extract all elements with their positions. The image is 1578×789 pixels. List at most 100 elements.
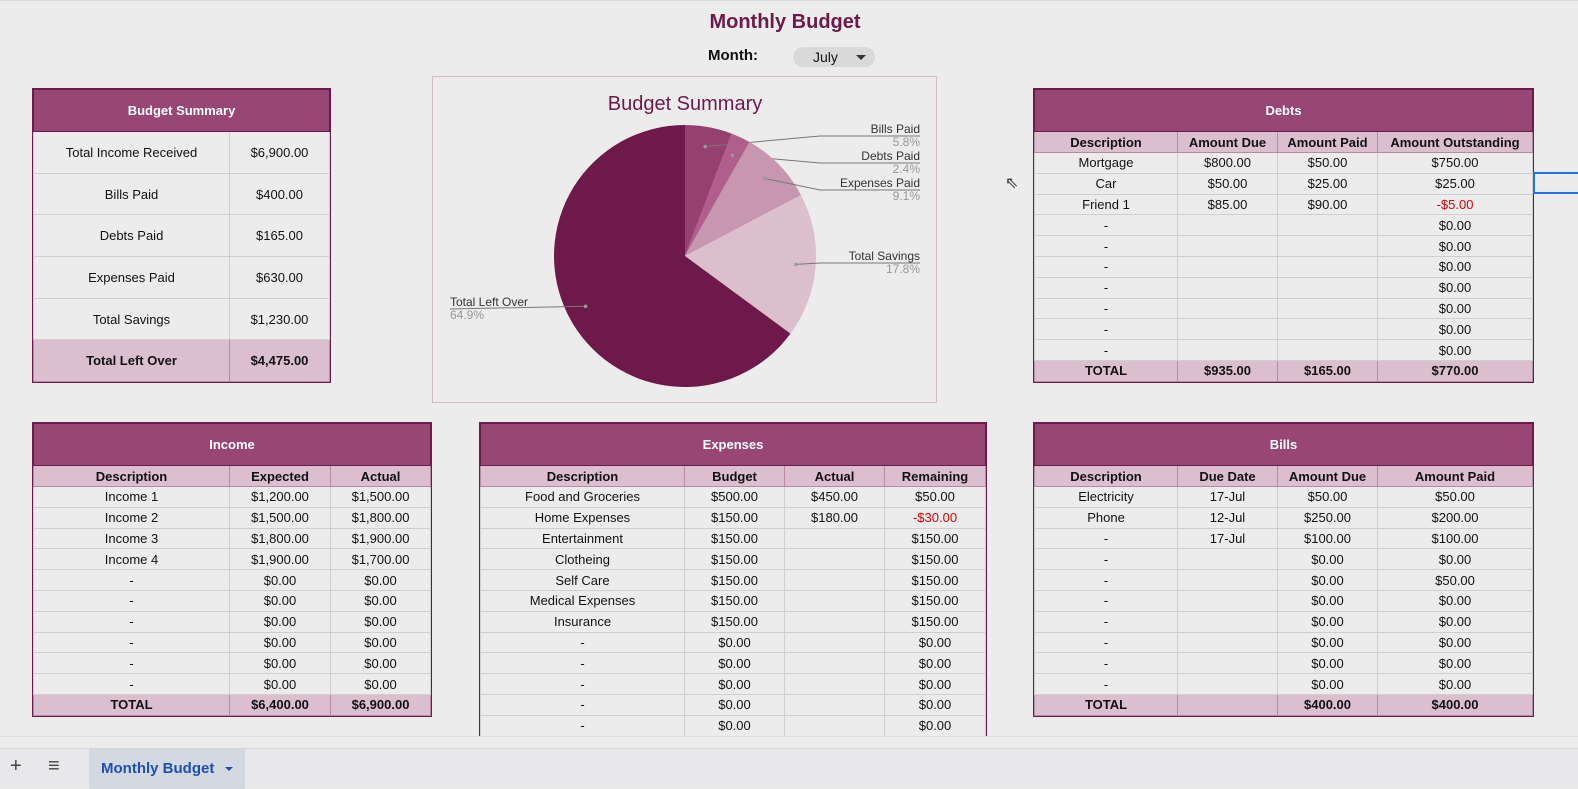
table-cell[interactable]: $1,800.00 <box>329 506 432 529</box>
total-cell[interactable]: $400.00 <box>1376 693 1534 716</box>
table-cell[interactable]: $0.00 <box>1377 255 1533 278</box>
table-cell[interactable]: - <box>1034 610 1178 633</box>
table-cell[interactable]: $0.00 <box>1377 276 1533 299</box>
column-header[interactable]: Remaining <box>883 465 987 487</box>
pie-slice[interactable] <box>685 195 816 334</box>
table-cell[interactable]: $1,900.00 <box>229 548 331 571</box>
table-cell[interactable]: $0.00 <box>1376 673 1534 695</box>
table-cell[interactable]: $150.00 <box>883 610 987 633</box>
table-cell[interactable]: $100.00 <box>1277 527 1378 550</box>
table-cell[interactable]: - <box>33 610 230 633</box>
total-cell[interactable]: $6,900.00 <box>329 693 432 716</box>
table-cell[interactable]: $0.00 <box>1376 631 1534 654</box>
table-cell[interactable]: Income 3 <box>33 527 230 550</box>
table-cell[interactable]: $0.00 <box>684 693 785 716</box>
table-cell[interactable] <box>1177 276 1278 299</box>
table-cell[interactable]: - <box>1034 631 1178 654</box>
table-cell[interactable]: - <box>1034 589 1178 612</box>
total-cell[interactable]: $400.00 <box>1277 693 1378 716</box>
table-cell[interactable]: Food and Groceries <box>480 486 685 508</box>
table-cell[interactable]: $150.00 <box>684 569 785 591</box>
table-cell[interactable]: $0.00 <box>883 693 987 716</box>
table-cell[interactable]: Clotheing <box>480 548 685 571</box>
table-cell[interactable]: $150.00 <box>684 589 785 612</box>
table-cell[interactable]: $0.00 <box>1376 652 1534 675</box>
table-cell[interactable]: $0.00 <box>1377 318 1533 341</box>
row-value[interactable]: $165.00 <box>228 214 331 258</box>
table-cell[interactable]: $0.00 <box>229 652 331 675</box>
table-cell[interactable] <box>784 548 885 571</box>
total-label[interactable]: Total Left Over <box>33 339 230 383</box>
table-cell[interactable]: $150.00 <box>684 527 785 550</box>
table-cell[interactable]: $800.00 <box>1177 152 1278 174</box>
row-label[interactable]: Bills Paid <box>33 172 230 216</box>
table-cell[interactable]: $1,200.00 <box>229 486 331 508</box>
table-cell[interactable]: $50.00 <box>1177 172 1278 195</box>
table-cell[interactable] <box>1177 235 1278 257</box>
row-label[interactable]: Total Savings <box>33 297 230 341</box>
table-cell[interactable]: Self Care <box>480 569 685 591</box>
table-cell[interactable] <box>1277 235 1378 257</box>
column-header[interactable]: Amount Due <box>1177 131 1278 153</box>
pie-slice[interactable] <box>685 125 732 256</box>
horizontal-scrollbar[interactable] <box>0 736 1578 748</box>
table-cell[interactable] <box>1177 297 1278 320</box>
table-cell[interactable]: - <box>1034 569 1178 591</box>
row-value[interactable]: $6,900.00 <box>228 131 331 174</box>
table-cell[interactable]: $0.00 <box>229 610 331 633</box>
table-cell[interactable] <box>1177 673 1278 695</box>
table-cell[interactable]: $0.00 <box>883 652 987 675</box>
row-value[interactable]: $630.00 <box>228 256 331 299</box>
table-cell[interactable]: $90.00 <box>1277 193 1378 216</box>
table-cell[interactable]: $50.00 <box>1277 486 1378 508</box>
table-cell[interactable]: $1,500.00 <box>329 486 432 508</box>
table-cell[interactable]: $0.00 <box>1377 339 1533 361</box>
total-cell[interactable]: TOTAL <box>33 693 230 716</box>
table-cell[interactable]: Entertainment <box>480 527 685 550</box>
table-cell[interactable]: $0.00 <box>329 569 432 591</box>
table-cell[interactable]: $0.00 <box>684 673 785 695</box>
table-cell[interactable] <box>1277 339 1378 361</box>
table-cell[interactable]: $1,800.00 <box>229 527 331 550</box>
table-cell[interactable]: $0.00 <box>229 569 331 591</box>
table-cell[interactable]: - <box>33 589 230 612</box>
table-cell[interactable]: - <box>33 631 230 654</box>
table-cell[interactable]: $0.00 <box>1277 673 1378 695</box>
table-cell[interactable]: - <box>1034 548 1178 571</box>
column-header[interactable]: Actual <box>329 465 432 487</box>
pie-slice[interactable] <box>685 142 801 256</box>
table-cell[interactable] <box>784 569 885 591</box>
column-header[interactable]: Description <box>1034 131 1178 153</box>
table-cell[interactable]: $1,500.00 <box>229 506 331 529</box>
table-cell[interactable]: $0.00 <box>1377 297 1533 320</box>
table-cell[interactable]: - <box>1034 318 1178 341</box>
total-cell[interactable]: $6,400.00 <box>229 693 331 716</box>
table-cell[interactable]: $150.00 <box>883 527 987 550</box>
tab-monthly-budget[interactable]: Monthly Budget <box>89 749 245 789</box>
table-cell[interactable]: $0.00 <box>1277 652 1378 675</box>
table-cell[interactable]: $0.00 <box>1277 631 1378 654</box>
table-cell[interactable] <box>1177 631 1278 654</box>
table-cell[interactable]: -$5.00 <box>1377 193 1533 216</box>
total-cell[interactable]: TOTAL <box>1034 359 1178 382</box>
table-cell[interactable] <box>1177 569 1278 591</box>
table-cell[interactable]: $0.00 <box>1377 214 1533 237</box>
table-cell[interactable]: $150.00 <box>684 610 785 633</box>
table-cell[interactable]: $450.00 <box>784 486 885 508</box>
table-cell[interactable]: - <box>1034 673 1178 695</box>
table-cell[interactable]: Medical Expenses <box>480 589 685 612</box>
table-cell[interactable]: $0.00 <box>329 631 432 654</box>
table-cell[interactable]: - <box>33 652 230 675</box>
table-cell[interactable] <box>1177 652 1278 675</box>
month-dropdown[interactable]: July <box>793 47 875 67</box>
pie-slice[interactable] <box>685 133 750 256</box>
table-cell[interactable] <box>1277 214 1378 237</box>
table-cell[interactable]: $150.00 <box>883 569 987 591</box>
table-cell[interactable]: $0.00 <box>1277 610 1378 633</box>
table-cell[interactable] <box>1177 214 1278 237</box>
column-header[interactable]: Description <box>1034 465 1178 487</box>
selected-cell[interactable] <box>1533 172 1578 194</box>
table-cell[interactable]: - <box>480 652 685 675</box>
table-cell[interactable]: - <box>480 631 685 654</box>
table-cell[interactable]: $0.00 <box>1277 548 1378 571</box>
